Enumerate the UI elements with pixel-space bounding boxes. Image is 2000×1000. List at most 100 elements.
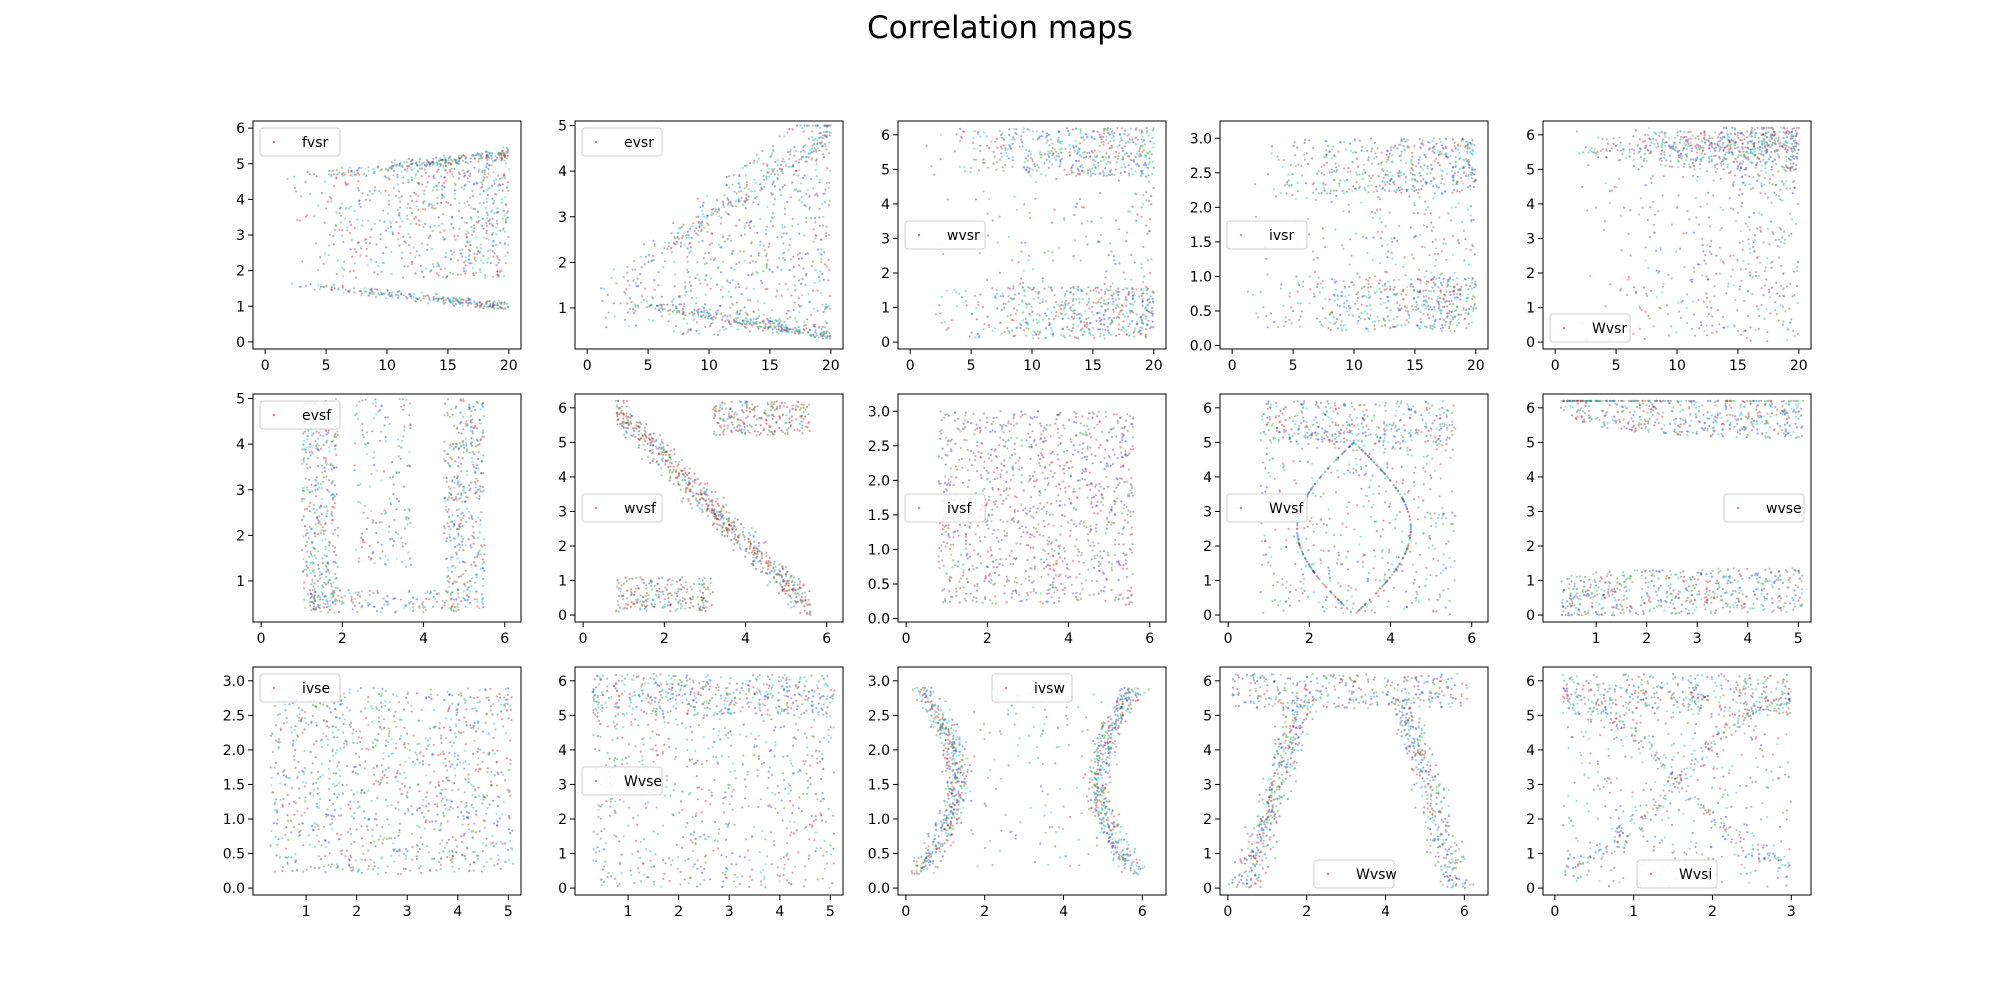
- data-point: [1782, 320, 1784, 322]
- data-point: [1113, 174, 1115, 176]
- data-point: [1751, 135, 1753, 137]
- data-point: [698, 225, 700, 227]
- data-point: [355, 174, 357, 176]
- data-point: [772, 271, 774, 273]
- data-point: [1152, 127, 1154, 129]
- data-point: [1094, 149, 1096, 151]
- data-point: [1348, 204, 1350, 206]
- data-point: [1086, 323, 1088, 325]
- data-point: [1463, 308, 1465, 310]
- data-point: [438, 274, 440, 276]
- data-point: [1449, 163, 1451, 165]
- data-point: [678, 295, 680, 297]
- data-point: [466, 230, 468, 232]
- data-point: [1092, 289, 1094, 291]
- data-point: [814, 237, 816, 239]
- data-point: [479, 271, 481, 273]
- data-point: [701, 229, 703, 231]
- data-point: [1297, 190, 1299, 192]
- data-point: [1138, 330, 1140, 332]
- data-point: [1614, 186, 1616, 188]
- data-point: [1050, 150, 1052, 152]
- data-point: [1113, 139, 1115, 141]
- data-point: [358, 290, 360, 292]
- data-point: [779, 318, 781, 320]
- data-point: [600, 287, 602, 289]
- data-point: [442, 276, 444, 278]
- data-point: [1349, 170, 1351, 172]
- data-point: [726, 319, 728, 321]
- data-point: [815, 125, 817, 127]
- data-point: [482, 228, 484, 230]
- data-point: [1061, 141, 1063, 143]
- data-point: [465, 245, 467, 247]
- data-point: [1374, 142, 1376, 144]
- data-point: [1103, 141, 1105, 143]
- data-point: [415, 216, 417, 218]
- data-point: [824, 143, 826, 145]
- data-point: [1440, 309, 1442, 311]
- data-point: [470, 226, 472, 228]
- data-point: [1441, 175, 1443, 177]
- data-point: [1000, 295, 1002, 297]
- data-point: [1001, 292, 1003, 294]
- data-point: [1039, 135, 1041, 137]
- data-point: [1467, 208, 1469, 210]
- data-point: [496, 270, 498, 272]
- data-point: [796, 125, 798, 127]
- data-point: [333, 243, 335, 245]
- data-point: [391, 161, 393, 163]
- data-point: [1026, 166, 1028, 168]
- data-point: [1417, 162, 1419, 164]
- legend-marker: [595, 141, 597, 143]
- data-point: [375, 296, 377, 298]
- data-point: [689, 281, 691, 283]
- data-point: [1066, 127, 1068, 129]
- data-point: [687, 331, 689, 333]
- data-point: [1604, 220, 1606, 222]
- data-point: [808, 125, 810, 127]
- data-point: [754, 182, 756, 184]
- data-point: [426, 249, 428, 251]
- data-point: [1324, 317, 1326, 319]
- data-point: [1452, 235, 1454, 237]
- data-point: [1088, 307, 1090, 309]
- data-point: [1376, 209, 1378, 211]
- data-point: [1430, 164, 1432, 166]
- data-point: [1308, 302, 1310, 304]
- data-point: [1083, 171, 1085, 173]
- data-point: [1060, 152, 1062, 154]
- data-point: [1335, 289, 1337, 291]
- data-point: [829, 170, 831, 172]
- data-point: [795, 321, 797, 323]
- data-point: [977, 301, 979, 303]
- data-point: [716, 211, 718, 213]
- data-point: [1452, 254, 1454, 256]
- data-point: [1091, 306, 1093, 308]
- data-point: [1416, 304, 1418, 306]
- data-point: [476, 153, 478, 155]
- data-point: [1091, 311, 1093, 313]
- data-point: [353, 270, 355, 272]
- data-point: [1444, 301, 1446, 303]
- data-point: [464, 272, 466, 274]
- data-point: [817, 310, 819, 312]
- data-point: [1699, 168, 1701, 170]
- data-point: [428, 175, 430, 177]
- data-point: [717, 266, 719, 268]
- data-point: [814, 147, 816, 149]
- data-point: [335, 177, 337, 179]
- data-point: [739, 250, 741, 252]
- data-point: [829, 337, 831, 339]
- data-point: [797, 190, 799, 192]
- data-point: [1271, 145, 1273, 147]
- data-point: [695, 302, 697, 304]
- data-point: [1124, 287, 1126, 289]
- data-point: [766, 178, 768, 180]
- data-point: [776, 331, 778, 333]
- data-point: [1379, 198, 1381, 200]
- data-point: [333, 185, 335, 187]
- data-point: [1322, 280, 1324, 282]
- data-point: [822, 224, 824, 226]
- data-point: [469, 175, 471, 177]
